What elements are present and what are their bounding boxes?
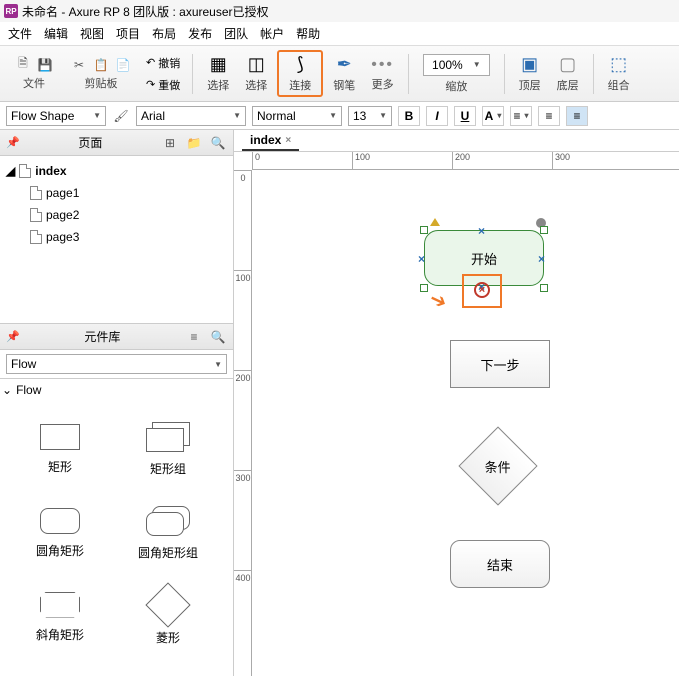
undo-button[interactable]: ↶ 撤销 [142,53,184,73]
add-folder-icon[interactable]: 📁 [185,135,203,151]
lib-item-rect[interactable]: 矩形 [6,407,114,491]
group-select[interactable]: ▦ 选择 [201,54,235,93]
menu-file[interactable]: 文件 [8,25,32,42]
fontcolor-button[interactable]: A▾ [482,106,504,126]
list-button[interactable]: ≡▾ [510,106,532,126]
tab-index[interactable]: index× [242,131,299,151]
add-page-icon[interactable]: ⊞ [161,135,179,151]
new-icon[interactable]: 🗎 [14,57,32,73]
annotation-arrow-icon: ➔ [426,286,452,316]
lib-body: ⌄ Flow 矩形 矩形组 圆角矩形 圆角矩形组 斜角矩形 菱形 [0,379,233,676]
node-next[interactable]: 下一步 [450,340,550,388]
font-combo[interactable]: Arial▼ [136,106,246,126]
rotate-handle-icon[interactable] [430,218,440,226]
menu-account[interactable]: 帐户 [260,25,284,42]
node-end[interactable]: 结束 [450,540,550,588]
group-file: 🗎 💾 文件 [8,57,60,91]
paint-icon[interactable]: 🖌 [112,108,130,124]
group-front[interactable]: ▣ 顶层 [513,54,547,93]
lib-item-rectgroup[interactable]: 矩形组 [114,407,222,491]
close-icon[interactable]: × [285,135,291,146]
main: 📌 页面 ⊞ 📁 🔍 ◢ index page1 page2 page3 📌 元… [0,130,679,676]
lib-header: 📌 元件库 ≡ 🔍 [0,324,233,350]
canvas[interactable]: 开始 × × × × × ➔ 下一步 条件 结束 ➔ [252,170,679,676]
highlight-box [462,274,502,308]
group-zoom: 100%▼ 缩放 [417,54,496,94]
align-center-button[interactable]: ≡ [566,106,588,126]
menu-team[interactable]: 团队 [224,25,248,42]
copy-icon[interactable]: 📋 [92,57,110,73]
italic-button[interactable]: I [426,106,448,126]
align-left-button[interactable]: ≡ [538,106,560,126]
group-clipboard: ✂ 📋 📄 剪贴板 [64,57,138,91]
canvas-tabs: index× [234,130,679,152]
group-pen[interactable]: ✒ 钢笔 [327,54,361,93]
search-icon[interactable]: 🔍 [209,135,227,151]
pin-icon[interactable]: 📌 [6,136,20,149]
save-icon[interactable]: 💾 [36,57,54,73]
menu-view[interactable]: 视图 [80,25,104,42]
left-panels: 📌 页面 ⊞ 📁 🔍 ◢ index page1 page2 page3 📌 元… [0,130,234,676]
redo-button[interactable]: ↷ 重做 [142,75,184,95]
lib-item-bevel[interactable]: 斜角矩形 [6,575,114,659]
titlebar: RP 未命名 - Axure RP 8 团队版 : axureuser已授权 [0,0,679,22]
tree-root[interactable]: ◢ index [0,160,233,182]
cut-icon[interactable]: ✂ [70,57,88,73]
shape-combo[interactable]: Flow Shape▼ [6,106,106,126]
canvas-area: index× 0 100 200 300 0 100 200 300 400 开… [234,130,679,676]
window-title: 未命名 - Axure RP 8 团队版 : axureuser已授权 [22,3,269,20]
pages-header: 📌 页面 ⊞ 📁 🔍 [0,130,233,156]
menu-edit[interactable]: 编辑 [44,25,68,42]
lib-item-round[interactable]: 圆角矩形 [6,491,114,575]
clipboard-label: 剪贴板 [85,75,118,91]
tree-item[interactable]: page1 [0,182,233,204]
node-cond[interactable]: 条件 [458,426,537,505]
bold-button[interactable]: B [398,106,420,126]
lib-combo[interactable]: Flow▼ [6,354,227,374]
size-combo[interactable]: 13▼ [348,106,392,126]
group-more[interactable]: ••• 更多 [365,56,400,92]
resize-handle[interactable] [420,226,428,234]
menu-layout[interactable]: 布局 [152,25,176,42]
toolbar: 🗎 💾 文件 ✂ 📋 📄 剪贴板 ↶ 撤销 ↷ 重做 ▦ 选择 ◫ 选择 ⟆ 连… [0,46,679,102]
menu-publish[interactable]: 发布 [188,25,212,42]
group-connect[interactable]: ⟆ 连接 [277,50,323,97]
menu-project[interactable]: 项目 [116,25,140,42]
tree-item[interactable]: page3 [0,226,233,248]
file-label: 文件 [23,75,45,91]
underline-button[interactable]: U [454,106,476,126]
lib-item-diamond[interactable]: 菱形 [114,575,222,659]
group-group[interactable]: ⬚ 组合 [602,54,636,93]
resize-handle[interactable] [540,226,548,234]
pages-tree: ◢ index page1 page2 page3 [0,156,233,324]
group-select2[interactable]: ◫ 选择 [239,54,273,93]
ruler-vertical: 0 100 200 300 400 [234,170,252,676]
resize-handle[interactable] [540,284,548,292]
menu-icon[interactable]: ≡ [185,329,203,345]
app-icon: RP [4,4,18,18]
lib-section[interactable]: ⌄ Flow [0,379,233,401]
weight-combo[interactable]: Normal▼ [252,106,342,126]
lib-item-roundgroup[interactable]: 圆角矩形组 [114,491,222,575]
format-bar: Flow Shape▼ 🖌 Arial▼ Normal▼ 13▼ B I U A… [0,102,679,130]
paste-icon[interactable]: 📄 [114,57,132,73]
zoom-combo[interactable]: 100%▼ [423,54,490,76]
connector-point-icon[interactable]: × [538,252,545,266]
search-icon[interactable]: 🔍 [209,329,227,345]
resize-handle[interactable] [420,284,428,292]
pin-icon[interactable]: 📌 [6,330,20,343]
tree-item[interactable]: page2 [0,204,233,226]
group-undo: ↶ 撤销 ↷ 重做 [142,53,184,95]
connector-point-icon[interactable]: × [418,252,425,266]
group-back[interactable]: ▢ 底层 [551,54,585,93]
connector-point-icon[interactable]: × [478,224,485,238]
ruler-horizontal: 0 100 200 300 [252,152,679,170]
menubar: 文件 编辑 视图 项目 布局 发布 团队 帐户 帮助 [0,22,679,46]
menu-help[interactable]: 帮助 [296,25,320,42]
